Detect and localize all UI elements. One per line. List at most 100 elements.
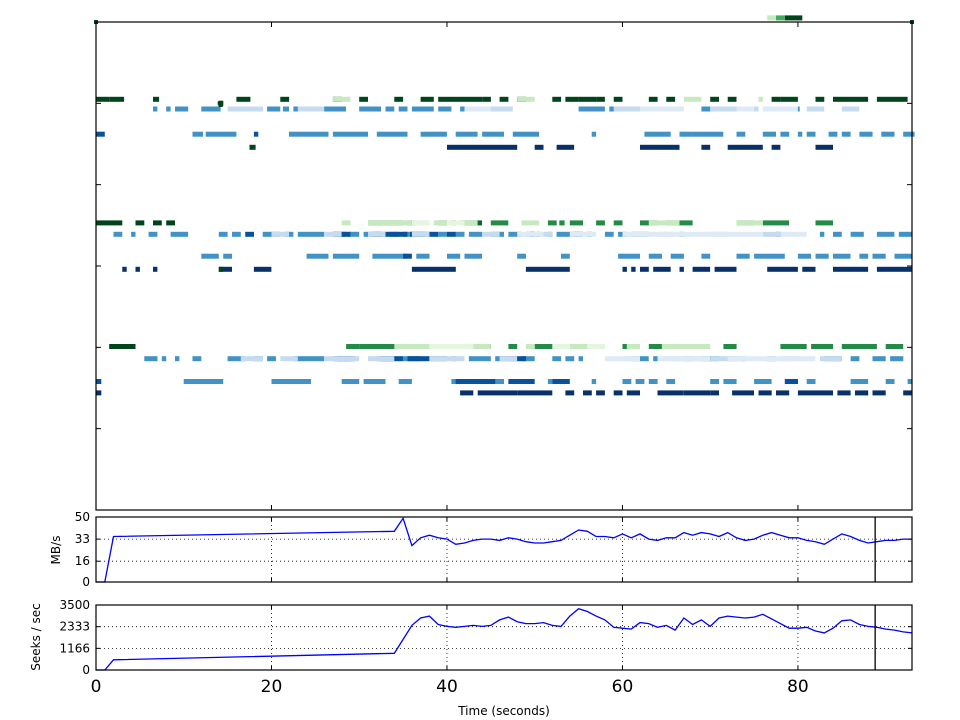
io-segment bbox=[482, 96, 491, 102]
io-segment bbox=[499, 96, 509, 102]
io-segment bbox=[723, 344, 737, 349]
io-segment bbox=[907, 379, 912, 384]
io-segment bbox=[447, 231, 456, 237]
io-segment bbox=[604, 356, 640, 362]
io-segment bbox=[675, 231, 728, 237]
io-segment bbox=[218, 266, 224, 272]
io-segment bbox=[166, 220, 175, 226]
x-tick-label: 60 bbox=[612, 677, 634, 697]
io-segment bbox=[802, 266, 816, 272]
y-tick-label: 1166 bbox=[59, 641, 90, 655]
io-segment bbox=[850, 356, 860, 362]
io-segment bbox=[438, 96, 465, 102]
y-tick-label: 16 bbox=[75, 554, 90, 568]
io-segment bbox=[622, 231, 676, 237]
io-segment bbox=[815, 144, 833, 150]
io-segment bbox=[815, 96, 825, 102]
io-segment bbox=[754, 379, 772, 384]
series-line bbox=[96, 516, 912, 583]
io-segment bbox=[815, 253, 829, 259]
io-segment bbox=[153, 96, 160, 102]
io-segment bbox=[666, 379, 676, 384]
io-segment bbox=[701, 106, 711, 112]
io-segment bbox=[819, 231, 825, 237]
io-segment bbox=[368, 231, 386, 237]
io-segment bbox=[701, 144, 711, 150]
io-segment bbox=[552, 96, 562, 102]
seeks-ylabel: Seeks / sec bbox=[29, 603, 43, 671]
io-segment bbox=[710, 106, 750, 112]
io-segment bbox=[833, 253, 851, 259]
io-segment bbox=[710, 96, 719, 102]
io-segment bbox=[640, 266, 649, 272]
io-segment bbox=[758, 96, 763, 102]
io-segment bbox=[332, 96, 351, 102]
io-segment bbox=[797, 131, 803, 137]
io-segment bbox=[727, 356, 754, 362]
io-segment bbox=[420, 96, 434, 102]
io-segment bbox=[153, 220, 162, 226]
io-segment bbox=[596, 390, 605, 396]
io-segment bbox=[894, 253, 912, 259]
io-segment bbox=[679, 266, 684, 272]
io-segment bbox=[341, 220, 351, 226]
io-segment bbox=[569, 344, 588, 349]
io-segment bbox=[455, 379, 496, 384]
io-segment bbox=[565, 96, 579, 102]
io-segment bbox=[543, 231, 553, 237]
io-segment bbox=[552, 379, 570, 384]
io-segment bbox=[587, 344, 605, 349]
io-segment bbox=[850, 379, 869, 384]
io-segment bbox=[455, 131, 478, 137]
io-segment bbox=[806, 379, 816, 384]
io-segment bbox=[780, 344, 807, 349]
panel-background bbox=[96, 605, 912, 670]
io-segment bbox=[714, 266, 737, 272]
io-segment bbox=[780, 231, 807, 237]
io-segment bbox=[517, 96, 535, 102]
io-segment bbox=[631, 266, 636, 272]
io-segment bbox=[635, 379, 645, 384]
io-segment bbox=[613, 96, 623, 102]
io-segment bbox=[282, 106, 289, 112]
io-segment bbox=[552, 344, 570, 349]
io-segment bbox=[508, 356, 526, 362]
io-segment bbox=[749, 106, 759, 112]
io-segment bbox=[578, 106, 605, 112]
seeks-panel: 0 1166 2333 3500 0 20 40 60 80 bbox=[59, 598, 913, 697]
io-segment bbox=[148, 231, 158, 237]
io-segment bbox=[368, 356, 395, 362]
io-segment bbox=[626, 390, 640, 396]
io-segment bbox=[525, 344, 535, 349]
io-map-background bbox=[96, 22, 912, 510]
io-segment bbox=[613, 106, 649, 112]
io-segment bbox=[249, 144, 256, 150]
io-segment bbox=[324, 106, 346, 112]
io-segment bbox=[648, 253, 662, 259]
io-segment bbox=[565, 356, 575, 362]
io-segment bbox=[556, 231, 579, 237]
panel-frame bbox=[95, 516, 913, 583]
throughput-panel: 0 16 33 50 bbox=[75, 510, 913, 589]
io-segment bbox=[521, 356, 535, 362]
io-segment bbox=[701, 253, 711, 259]
io-segment bbox=[411, 220, 430, 226]
io-segment bbox=[903, 131, 915, 137]
io-segment bbox=[841, 106, 860, 112]
io-segment bbox=[324, 231, 342, 237]
io-segment bbox=[661, 344, 711, 349]
io-segment bbox=[903, 390, 912, 396]
io-segment bbox=[218, 266, 232, 272]
io-segment bbox=[376, 131, 408, 137]
io-segment bbox=[784, 15, 803, 21]
io-segment bbox=[455, 231, 465, 237]
io-segment bbox=[569, 231, 597, 237]
io-segment bbox=[876, 96, 908, 102]
throughput-ylabel: MB/s bbox=[49, 536, 63, 565]
io-segment bbox=[96, 96, 110, 102]
io-segment bbox=[508, 379, 535, 384]
panel-background bbox=[96, 517, 912, 582]
io-segment bbox=[754, 253, 785, 259]
io-segment bbox=[534, 144, 544, 150]
io-segment bbox=[591, 131, 597, 137]
